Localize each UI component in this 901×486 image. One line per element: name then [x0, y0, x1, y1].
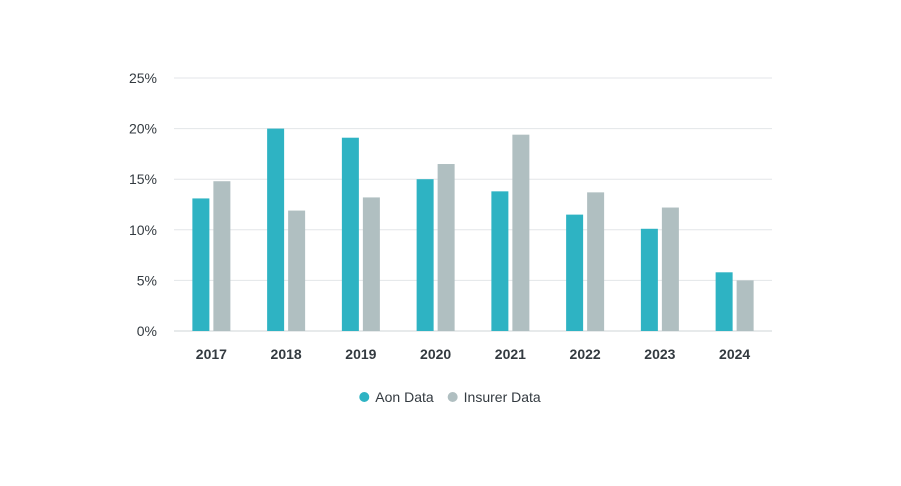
bar-aon-data-2021[interactable]	[491, 191, 509, 331]
x-tick-label: 2018	[271, 346, 302, 362]
bar-aon-data-2018[interactable]	[267, 128, 285, 331]
legend-swatch	[447, 392, 458, 402]
bar-insurer-data-2023[interactable]	[661, 207, 679, 331]
legend-item-insurer-data[interactable]: Insurer Data	[447, 389, 541, 405]
bars	[192, 128, 754, 331]
y-axis-ticks: 0% 5% 10% 15% 20% 25%	[129, 70, 157, 339]
y-tick-label: 15%	[129, 171, 157, 187]
x-tick-label: 2023	[644, 346, 675, 362]
bar-insurer-data-2021[interactable]	[512, 134, 530, 331]
bar-insurer-data-2024[interactable]	[736, 280, 754, 331]
legend-label: Insurer Data	[464, 389, 541, 405]
bar-insurer-data-2019[interactable]	[362, 197, 380, 331]
y-tick-label: 10%	[129, 222, 157, 238]
y-tick-label: 5%	[137, 272, 157, 288]
bar-aon-data-2019[interactable]	[341, 137, 359, 331]
bar-aon-data-2024[interactable]	[715, 272, 733, 331]
bar-aon-data-2020[interactable]	[416, 179, 434, 331]
x-axis-ticks: 2017 2018 2019 2020 2021 2022 2023 2024	[196, 346, 751, 362]
legend-swatch	[359, 392, 370, 402]
y-tick-label: 20%	[129, 121, 157, 137]
bar-insurer-data-2017[interactable]	[213, 181, 231, 331]
x-tick-label: 2024	[719, 346, 750, 362]
gridlines	[174, 77, 772, 332]
x-tick-label: 2019	[345, 346, 376, 362]
bar-aon-data-2023[interactable]	[640, 228, 658, 331]
bar-insurer-data-2022[interactable]	[587, 192, 605, 331]
legend: Aon Data Insurer Data	[359, 389, 541, 405]
legend-label: Aon Data	[375, 389, 434, 405]
bar-insurer-data-2020[interactable]	[437, 164, 455, 331]
y-tick-label: 0%	[137, 323, 157, 339]
x-tick-label: 2017	[196, 346, 227, 362]
bar-insurer-data-2018[interactable]	[288, 210, 306, 331]
x-tick-label: 2021	[495, 346, 526, 362]
bar-aon-data-2022[interactable]	[566, 214, 584, 331]
y-tick-label: 25%	[129, 70, 157, 86]
x-tick-label: 2022	[570, 346, 601, 362]
bar-aon-data-2017[interactable]	[192, 198, 210, 331]
legend-item-aon-data[interactable]: Aon Data	[359, 389, 434, 405]
x-tick-label: 2020	[420, 346, 451, 362]
